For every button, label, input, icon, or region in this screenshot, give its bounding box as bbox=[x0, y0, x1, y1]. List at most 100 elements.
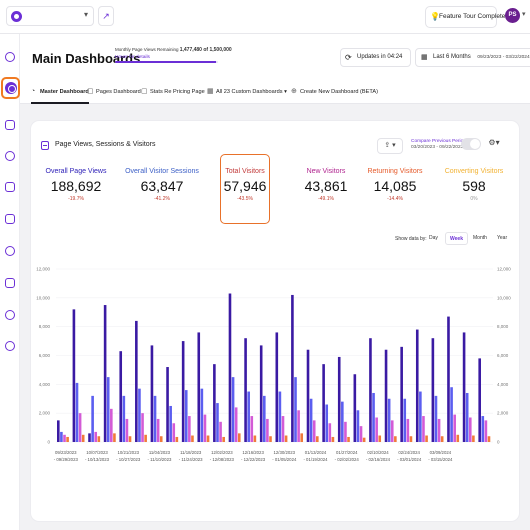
chart-bar bbox=[356, 410, 360, 442]
sidebar-item-dashboards[interactable] bbox=[1, 77, 20, 99]
chart-bar bbox=[156, 418, 160, 442]
chart-bar bbox=[181, 341, 185, 442]
dashboard-tabs: ◔ Master Dashboard ▢ Pages Dashboard ▢ Stat… bbox=[20, 80, 530, 104]
x-tick-label: 12/02/2023 bbox=[211, 450, 233, 455]
feature-tour-button[interactable]: 💡 Feature Tour Completed! bbox=[425, 6, 511, 28]
avatar[interactable]: PS bbox=[505, 8, 520, 23]
chart-bar bbox=[312, 420, 316, 442]
chart-bar bbox=[409, 436, 413, 442]
x-tick-label: 01/13/2024 bbox=[305, 450, 327, 455]
sidebar-item-building-icon[interactable] bbox=[5, 278, 15, 288]
chart-bar bbox=[106, 377, 110, 442]
chart-bar bbox=[184, 390, 188, 442]
chart-bar bbox=[369, 338, 372, 442]
site-selector[interactable]: ▾ bbox=[6, 6, 94, 26]
chart-bar bbox=[281, 416, 285, 442]
chart-bar bbox=[344, 421, 347, 442]
metric-label: Overall Page Views bbox=[45, 168, 107, 175]
x-tick-label: 12/30/2023 bbox=[274, 450, 296, 455]
x-tick-label: - 11/10/2023 bbox=[148, 457, 172, 462]
chart-bar bbox=[231, 377, 235, 442]
period-day[interactable]: Day bbox=[429, 235, 438, 241]
chart-bar bbox=[450, 387, 453, 442]
sidebar bbox=[0, 34, 20, 530]
sidebar-item-funnel-icon[interactable] bbox=[5, 151, 15, 161]
lightbulb-icon: 💡 bbox=[430, 12, 440, 21]
x-tick-label: 02/10/2024 bbox=[367, 450, 389, 455]
chart-bar bbox=[487, 436, 491, 442]
chart-bar bbox=[81, 434, 85, 442]
chart-bar bbox=[390, 420, 394, 442]
chart-bar bbox=[425, 435, 428, 442]
collapse-sidebar-icon[interactable] bbox=[5, 52, 15, 62]
x-tick-label: 09/23/2023 bbox=[55, 450, 77, 455]
metric-change: -19.7% bbox=[68, 196, 84, 202]
chart-bar bbox=[300, 433, 304, 442]
sidebar-item-shield-icon[interactable] bbox=[5, 246, 15, 256]
sidebar-item-target-icon[interactable] bbox=[5, 182, 15, 192]
tab-create-new-dashboard[interactable]: ⊕ Create New Dashboard (BETA) bbox=[291, 80, 378, 104]
y-tick-label: 10,000 bbox=[36, 295, 50, 300]
page-views-progress-fill bbox=[115, 61, 217, 63]
tab-master-dashboard[interactable]: ◔ Master Dashboard bbox=[31, 80, 89, 104]
feature-tour-label: Feature Tour Completed! bbox=[439, 13, 511, 20]
chart-bar bbox=[172, 423, 176, 442]
period-week[interactable]: Week bbox=[445, 232, 468, 245]
hover-for-details-link[interactable]: Hover for details bbox=[115, 55, 150, 60]
metric-returning-visitors[interactable]: Returning Visitors 14,085 -14.4% bbox=[358, 168, 432, 202]
period-month[interactable]: Month bbox=[473, 235, 487, 241]
updates-label: Updates in 04:24 bbox=[357, 54, 403, 60]
chart-bar bbox=[60, 431, 63, 442]
sidebar-item-user-icon[interactable] bbox=[5, 341, 15, 351]
metric-overall-page-views[interactable]: Overall Page Views 188,692 -19.7% bbox=[39, 168, 113, 202]
open-external-icon[interactable]: ↗ bbox=[98, 6, 114, 26]
chart-bar bbox=[88, 433, 91, 442]
chevron-down-icon: ▾ bbox=[83, 10, 88, 19]
y-tick-label: 4,000 bbox=[39, 382, 51, 387]
metric-total-visitors[interactable]: Total Visitors 57,946 -43.5% bbox=[208, 168, 282, 202]
chart-bar bbox=[269, 436, 272, 442]
chart-bar bbox=[122, 395, 126, 442]
chart-bar bbox=[431, 338, 435, 442]
tab-custom-dashboards[interactable]: ▦ All 23 Custom Dashboards ▾ bbox=[207, 80, 287, 104]
metric-overall-visitor-sessions[interactable]: Overall Visitor Sessions 63,847 -41.2% bbox=[125, 168, 199, 202]
chart-bar bbox=[253, 435, 257, 442]
chart-bar bbox=[331, 436, 335, 442]
chevron-down-icon[interactable]: ▾ bbox=[522, 11, 526, 18]
metric-converting-visitors[interactable]: Converting Visitors 598 0% bbox=[437, 168, 511, 202]
sidebar-item-calendar-icon[interactable] bbox=[5, 120, 15, 130]
share-button[interactable]: ⇪ ▾ bbox=[377, 138, 403, 154]
metric-label: Overall Visitor Sessions bbox=[125, 168, 199, 175]
sidebar-item-report-icon[interactable] bbox=[5, 214, 15, 224]
y-tick-label: 0 bbox=[47, 440, 50, 445]
tab-pages-dashboard[interactable]: ▢ Pages Dashboard bbox=[87, 80, 141, 104]
metric-value: 43,861 bbox=[304, 178, 348, 194]
chart-bar bbox=[362, 437, 366, 442]
page-header: Main Dashboards Monthly Page Views Remai… bbox=[20, 34, 530, 80]
pages-tab-icon: ▢ bbox=[87, 88, 94, 95]
tab-stats-re-pricing-page[interactable]: ▢ Stats Re Pricing Page bbox=[141, 80, 205, 104]
metric-label: Total Visitors bbox=[225, 168, 265, 175]
updates-button[interactable]: ⟳ Updates in 04:24 bbox=[340, 48, 411, 67]
sidebar-item-globe-icon[interactable] bbox=[5, 310, 15, 320]
compare-toggle[interactable] bbox=[461, 138, 481, 150]
x-tick-label: 03/09/2024 bbox=[430, 450, 452, 455]
x-tick-label: 11/04/2023 bbox=[149, 450, 171, 455]
share-icon: ⇪ bbox=[384, 142, 391, 149]
chart-bar bbox=[197, 332, 201, 442]
chart-bar bbox=[406, 418, 410, 442]
tab-label: Pages Dashboard bbox=[96, 89, 141, 95]
chart-bar bbox=[294, 377, 297, 442]
show-data-by-label: Show data by: bbox=[395, 236, 427, 242]
refresh-icon: ⟳ bbox=[345, 53, 352, 62]
metric-value: 63,847 bbox=[140, 178, 184, 194]
metric-new-visitors[interactable]: New Visitors 43,861 -49.1% bbox=[289, 168, 363, 202]
chart-bar bbox=[200, 388, 204, 442]
chart-settings-button[interactable]: ⚙▾ bbox=[484, 138, 504, 152]
chart-bar bbox=[159, 436, 163, 442]
chart-bar bbox=[153, 395, 157, 442]
y-tick-label: 12,000 bbox=[36, 267, 50, 272]
period-year[interactable]: Year bbox=[497, 235, 508, 241]
date-range-picker[interactable]: ▦ Last 6 Months 09/23/2023 - 03/22/2024 bbox=[415, 48, 530, 67]
page-views-remaining-value: 1,477,480 of 1,500,000 bbox=[179, 47, 232, 53]
